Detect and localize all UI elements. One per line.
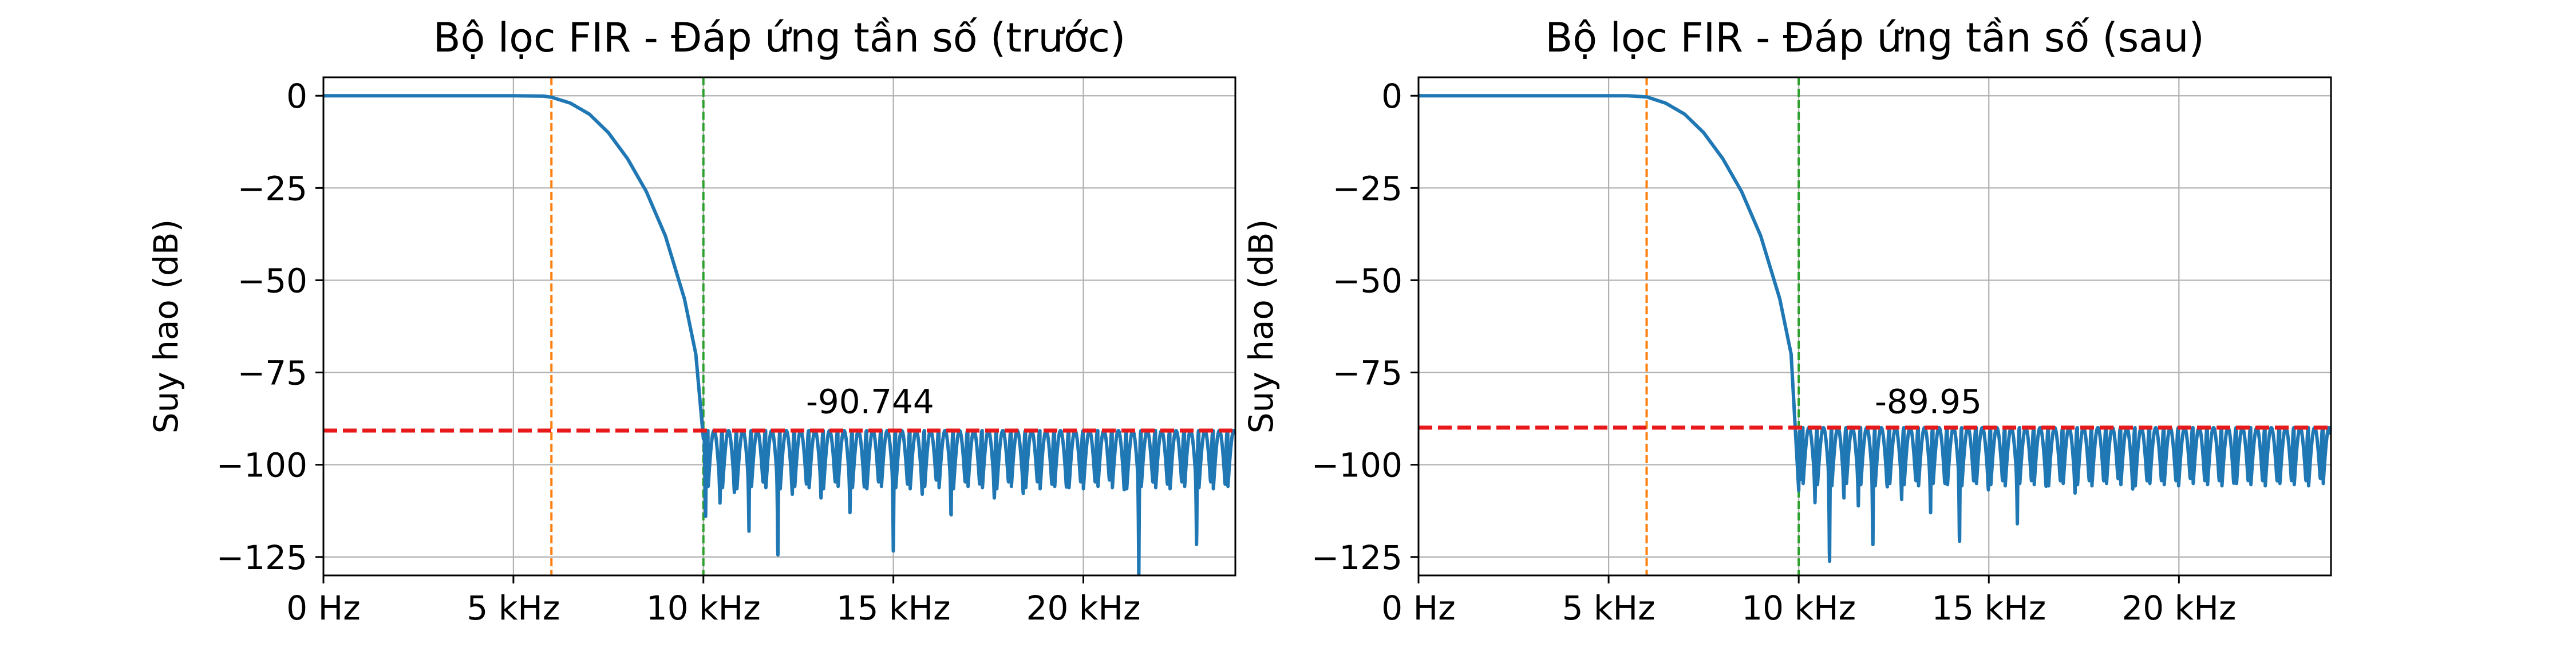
y-tick-label: −75 bbox=[238, 354, 307, 393]
x-tick-label: 15 kHz bbox=[1931, 589, 2046, 628]
x-tick-label: 15 kHz bbox=[836, 589, 951, 628]
axes-frame bbox=[322, 76, 1236, 577]
x-tick-label: 0 Hz bbox=[1381, 589, 1455, 628]
stopband-level-annotation: -90.744 bbox=[806, 382, 934, 421]
x-tick-label: 0 Hz bbox=[286, 589, 360, 628]
x-tick-label: 20 kHz bbox=[2121, 589, 2236, 628]
y-tick-label: −100 bbox=[216, 446, 307, 485]
x-tick-label: 5 kHz bbox=[1562, 589, 1656, 628]
plots-group: -90.744 0 Hz 5 kHz 10 kHz 15 kHz 20 kHz 0 −25 −5… bbox=[147, 14, 2332, 628]
y-tick-label: −50 bbox=[1333, 261, 1402, 300]
chart-2: -89.95 0 Hz 5 kHz 10 kHz 15 kHz 20 kHz 0 −25 −50… bbox=[1242, 14, 2332, 628]
x-tick-label: 10 kHz bbox=[646, 589, 761, 628]
y-tick-label: −25 bbox=[1333, 169, 1402, 208]
x-tick-label: 10 kHz bbox=[1741, 589, 1856, 628]
axes-frame bbox=[1417, 76, 2332, 577]
y-tick-label: −125 bbox=[216, 538, 307, 577]
chart-title: Bộ lọc FIR - Đáp ứng tần số (sau) bbox=[1545, 14, 2204, 61]
y-tick-label: −100 bbox=[1311, 446, 1402, 485]
y-tick-label: −50 bbox=[238, 261, 307, 300]
y-tick-label: 0 bbox=[286, 77, 307, 116]
x-tick-label: 20 kHz bbox=[1026, 589, 1141, 628]
y-tick-label: −25 bbox=[238, 169, 307, 208]
y-tick-label: 0 bbox=[1381, 77, 1402, 116]
stopband-level-annotation: -89.95 bbox=[1875, 382, 1982, 421]
y-axis-label: Suy hao (dB) bbox=[147, 219, 185, 433]
chart-1: -90.744 0 Hz 5 kHz 10 kHz 15 kHz 20 kHz 0 −25 −5… bbox=[147, 14, 1236, 628]
y-tick-label: −75 bbox=[1333, 354, 1402, 393]
x-tick-label: 5 kHz bbox=[467, 589, 560, 628]
y-axis-label: Suy hao (dB) bbox=[1242, 219, 1281, 433]
chart-title: Bộ lọc FIR - Đáp ứng tần số (trước) bbox=[433, 14, 1126, 61]
y-tick-label: −125 bbox=[1311, 538, 1402, 577]
